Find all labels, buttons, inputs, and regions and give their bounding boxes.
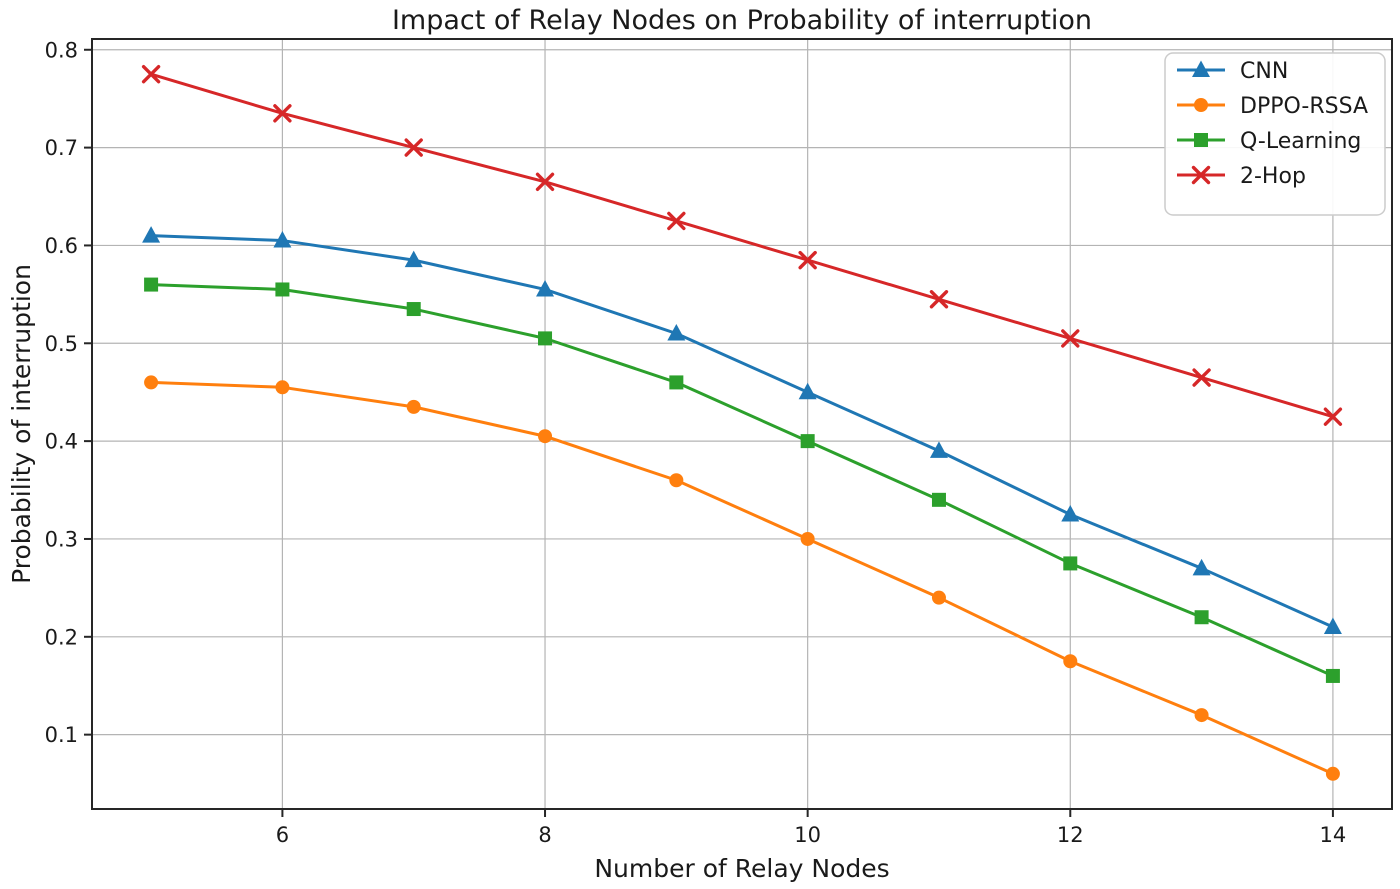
data-point-marker-triangle (142, 226, 161, 243)
legend-item-2-hop: 2-Hop (1177, 164, 1306, 189)
tick-layer: 6 8 10 12 14 0.1 0.2 0.3 0.4 0.5 0.6 0.7 0.8 (45, 38, 1347, 847)
data-point-marker-circle (669, 473, 684, 488)
data-point-marker-square (144, 277, 159, 292)
x-tick-label: 12 (1057, 823, 1084, 847)
data-point-marker-circle (406, 399, 421, 414)
data-point-marker-square (1194, 610, 1209, 625)
series-dppo-rssa (144, 375, 1340, 781)
y-tick-label: 0.3 (45, 527, 78, 551)
axes-spines (91, 38, 1393, 810)
data-point-marker-square (275, 282, 290, 297)
series-cnn (142, 226, 1342, 635)
y-tick-label: 0.2 (45, 625, 78, 649)
data-point-marker-x (1323, 407, 1343, 426)
series-line (150, 72, 1334, 419)
data-point-marker-circle (538, 429, 553, 444)
data-point-marker-x (1061, 329, 1080, 348)
x-tick-label: 14 (1320, 823, 1347, 847)
data-point-marker-x (273, 104, 292, 123)
chart-title: Impact of Relay Nodes on Probability of … (392, 5, 1092, 36)
data-point-marker-square (931, 492, 946, 507)
data-point-marker-circle (931, 590, 946, 605)
data-point-marker-square (1325, 668, 1340, 683)
data-point-marker-square (406, 302, 421, 317)
legend: CNN DPPO-RSSA Q-Learning 2-Hop (1164, 52, 1386, 216)
data-point-marker-circle (275, 380, 290, 395)
data-point-marker-square (669, 375, 684, 390)
data-point-marker-x (798, 250, 817, 270)
y-tick-label: 0.5 (45, 332, 78, 356)
data-point-marker-triangle (273, 231, 292, 248)
data-point-marker-x (404, 138, 423, 157)
series-layer (141, 65, 1343, 781)
data-point-marker-x (535, 172, 555, 192)
data-point-marker-square (538, 331, 553, 346)
data-point-marker-circle (1194, 708, 1209, 723)
x-tick-label: 8 (538, 823, 551, 847)
y-axis-label: Probability of interruption (7, 264, 36, 584)
series-q-learning (144, 277, 1340, 683)
legend-item-dppo-rssa: DPPO-RSSA (1177, 94, 1368, 119)
legend-label: 2-Hop (1240, 164, 1306, 189)
legend-label: Q-Learning (1240, 129, 1361, 154)
legend-label: CNN (1240, 59, 1288, 84)
series-line (151, 234, 1334, 629)
data-point-marker-square (800, 434, 815, 449)
data-point-marker-triangle (667, 323, 686, 341)
data-point-marker-circle (1325, 766, 1340, 781)
series-line (151, 283, 1334, 678)
data-point-marker-circle (1194, 98, 1208, 112)
data-point-marker-triangle (1192, 60, 1210, 77)
x-tick-label: 6 (276, 823, 289, 847)
data-point-marker-triangle (798, 382, 817, 400)
x-tick-label: 10 (794, 823, 821, 847)
data-point-marker-triangle (404, 250, 423, 268)
y-tick-label: 0.4 (45, 430, 78, 454)
legend-item-cnn: CNN (1177, 59, 1288, 84)
x-axis-label: Number of Relay Nodes (594, 854, 889, 883)
data-point-marker-triangle (929, 441, 948, 458)
data-point-marker-triangle (1323, 617, 1342, 635)
data-point-marker-x (141, 65, 161, 84)
data-point-marker-triangle (1192, 558, 1211, 576)
legend-label: DPPO-RSSA (1240, 94, 1368, 119)
y-tick-label: 0.7 (45, 136, 78, 160)
data-point-marker-square (1194, 133, 1208, 147)
plot-border (91, 38, 1393, 810)
series-2-hop (141, 65, 1343, 426)
data-point-marker-x (1192, 368, 1211, 387)
data-point-marker-x (929, 290, 949, 309)
legend-item-q-learning: Q-Learning (1177, 129, 1361, 154)
data-point-marker-triangle (1061, 505, 1080, 522)
data-point-marker-circle (144, 375, 159, 390)
data-point-marker-triangle (536, 279, 555, 297)
data-point-marker-circle (800, 531, 815, 546)
data-point-marker-x (667, 211, 686, 231)
data-point-marker-circle (1063, 654, 1078, 669)
series-line (151, 380, 1334, 776)
y-tick-label: 0.8 (45, 38, 78, 62)
y-tick-label: 0.1 (45, 723, 78, 747)
data-point-marker-square (1063, 556, 1078, 571)
y-tick-label: 0.6 (45, 234, 78, 258)
data-point-marker-x (1191, 165, 1211, 185)
